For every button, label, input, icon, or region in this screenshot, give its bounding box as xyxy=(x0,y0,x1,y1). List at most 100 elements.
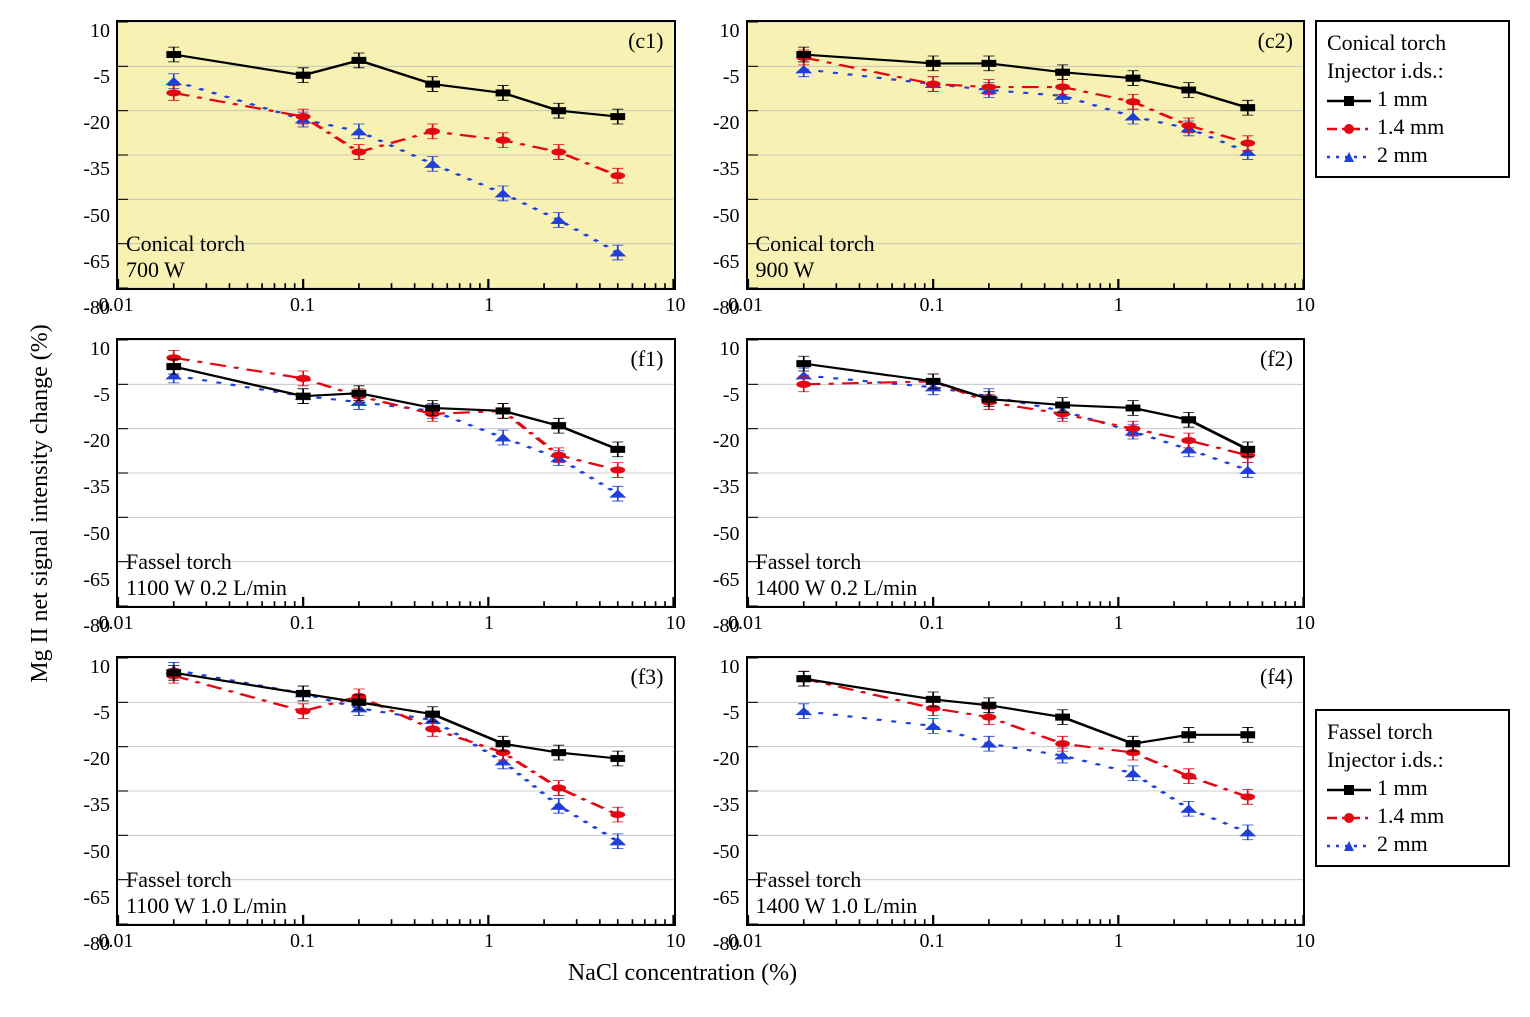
x-tick-label: 1 xyxy=(1114,930,1124,953)
y-tick-label: -65 xyxy=(713,887,740,910)
y-tick-label: -5 xyxy=(93,384,110,407)
y-tick-label: 10 xyxy=(90,338,110,361)
y-tick-label: -35 xyxy=(83,794,110,817)
y-tick-label: 10 xyxy=(720,656,740,679)
chart-panel: 10-5-20-35-50-65-80(f3)Fassel torch1100 … xyxy=(60,656,676,956)
legend-item: 1 mm xyxy=(1327,775,1498,801)
panel-tag: (f4) xyxy=(1260,664,1293,690)
x-tick-label: 1 xyxy=(484,612,494,635)
plot-area: (f2) Fassel torch1400 W 0.2 L/min xyxy=(746,338,1306,608)
legend-swatch-icon xyxy=(1327,90,1371,108)
panel-note: Fassel torch1400 W 1.0 L/min xyxy=(756,867,918,918)
x-tick-labels: 0.010.1110 xyxy=(116,290,676,320)
x-tick-label: 0.1 xyxy=(290,930,315,953)
y-tick-label: -50 xyxy=(713,523,740,546)
panel-tag: (f1) xyxy=(631,346,664,372)
legend-item: 1.4 mm xyxy=(1327,114,1498,140)
panel-note-line: 1400 W 1.0 L/min xyxy=(756,893,918,918)
x-tick-label: 0.01 xyxy=(99,294,134,317)
legends-container: Conical torchInjector i.ds.:1 mm1.4 mm2 … xyxy=(1305,20,1510,987)
legend-item-label: 2 mm xyxy=(1377,831,1428,857)
y-tick-label: -65 xyxy=(83,251,110,274)
x-tick-label: 0.1 xyxy=(290,294,315,317)
y-tick-labels: 10-5-20-35-50-65-80 xyxy=(60,338,116,638)
y-tick-label: -20 xyxy=(83,748,110,771)
y-axis-label-container: Mg II net signal intensity change (%) xyxy=(20,20,60,987)
x-tick-label: 0.1 xyxy=(290,612,315,635)
plot-area: (f1) Fassel torch1100 W 0.2 L/min xyxy=(116,338,676,608)
x-tick-label: 1 xyxy=(484,930,494,953)
panel-tag: (f2) xyxy=(1260,346,1293,372)
x-axis-label: NaCl concentration (%) xyxy=(60,960,1305,987)
y-tick-label: -20 xyxy=(713,748,740,771)
y-tick-label: -50 xyxy=(713,841,740,864)
panel-note: Conical torch900 W xyxy=(756,231,875,282)
y-tick-label: -65 xyxy=(713,569,740,592)
plot-area: (c2)Conical torch900 W xyxy=(746,20,1306,290)
y-tick-label: -65 xyxy=(83,887,110,910)
legend-box: Fassel torchInjector i.ds.:1 mm1.4 mm2 m… xyxy=(1315,709,1510,867)
legend-item-label: 1 mm xyxy=(1377,775,1428,801)
y-tick-labels: 10-5-20-35-50-65-80 xyxy=(60,20,116,320)
x-tick-labels: 0.010.1110 xyxy=(746,608,1306,638)
y-tick-label: -5 xyxy=(723,384,740,407)
y-tick-label: -20 xyxy=(713,112,740,135)
y-tick-label: 10 xyxy=(90,656,110,679)
legend-item: 2 mm xyxy=(1327,831,1498,857)
panel-note-line: Conical torch xyxy=(756,231,875,256)
legend-item: 2 mm xyxy=(1327,142,1498,168)
panel-note: Fassel torch1100 W 0.2 L/min xyxy=(126,549,287,600)
y-tick-label: -35 xyxy=(713,158,740,181)
legend-item-label: 1 mm xyxy=(1377,86,1428,112)
x-tick-label: 1 xyxy=(1114,294,1124,317)
x-tick-label: 10 xyxy=(1295,930,1315,953)
y-tick-label: -5 xyxy=(723,66,740,89)
panel-grid: 10-5-20-35-50-65-80(c1)Conical torch700 … xyxy=(60,20,1305,956)
panel-note: Fassel torch1100 W 1.0 L/min xyxy=(126,867,287,918)
y-tick-label: -65 xyxy=(713,251,740,274)
chart-panel: 10-5-20-35-50-65-80(c1)Conical torch700 … xyxy=(60,20,676,320)
panel-tag: (f3) xyxy=(631,664,664,690)
panel-note-line: Fassel torch xyxy=(756,549,918,574)
legend-swatch-icon xyxy=(1327,118,1371,136)
x-tick-label: 10 xyxy=(1295,294,1315,317)
x-tick-label: 0.01 xyxy=(728,294,763,317)
y-tick-label: 10 xyxy=(90,20,110,43)
legend-swatch-icon xyxy=(1327,779,1371,797)
chart-panel: 10-5-20-35-50-65-80(f2)Fassel torch1400 … xyxy=(690,338,1306,638)
y-tick-label: 10 xyxy=(720,20,740,43)
legend-item-label: 1.4 mm xyxy=(1377,803,1444,829)
y-tick-label: -35 xyxy=(713,476,740,499)
panel-note-line: 1100 W 0.2 L/min xyxy=(126,575,287,600)
chart-panel: 10-5-20-35-50-65-80(f4)Fassel torch1400 … xyxy=(690,656,1306,956)
panels-container: 10-5-20-35-50-65-80(c1)Conical torch700 … xyxy=(60,20,1305,987)
chart-panel: 10-5-20-35-50-65-80(f1)Fassel torch1100 … xyxy=(60,338,676,638)
x-tick-label: 10 xyxy=(666,294,686,317)
panel-note-line: Fassel torch xyxy=(756,867,918,892)
plot-area: (f4) Fassel torch1400 W 1.0 L/min xyxy=(746,656,1306,926)
x-tick-label: 0.01 xyxy=(99,612,134,635)
x-tick-label: 0.01 xyxy=(99,930,134,953)
y-tick-label: -5 xyxy=(93,702,110,725)
legend-item: 1 mm xyxy=(1327,86,1498,112)
y-tick-labels: 10-5-20-35-50-65-80 xyxy=(690,656,746,956)
legend-title-line: Conical torch xyxy=(1327,30,1498,56)
figure-root: Mg II net signal intensity change (%) 10… xyxy=(20,20,1510,987)
panel-note: Conical torch700 W xyxy=(126,231,245,282)
y-axis-label: Mg II net signal intensity change (%) xyxy=(27,324,54,683)
y-tick-label: -50 xyxy=(83,841,110,864)
y-tick-label: -65 xyxy=(83,569,110,592)
x-tick-labels: 0.010.1110 xyxy=(746,926,1306,956)
panel-note: Fassel torch1400 W 0.2 L/min xyxy=(756,549,918,600)
y-tick-label: -50 xyxy=(83,205,110,228)
y-tick-label: -20 xyxy=(83,430,110,453)
legend-item-label: 2 mm xyxy=(1377,142,1428,168)
panel-note-line: Conical torch xyxy=(126,231,245,256)
panel-note-line: 1100 W 1.0 L/min xyxy=(126,893,287,918)
x-tick-label: 10 xyxy=(1295,612,1315,635)
legend-swatch-icon xyxy=(1327,146,1371,164)
x-tick-label: 10 xyxy=(666,612,686,635)
panel-note-line: Fassel torch xyxy=(126,549,287,574)
chart-panel: 10-5-20-35-50-65-80(c2)Conical torch900 … xyxy=(690,20,1306,320)
y-tick-label: -50 xyxy=(713,205,740,228)
